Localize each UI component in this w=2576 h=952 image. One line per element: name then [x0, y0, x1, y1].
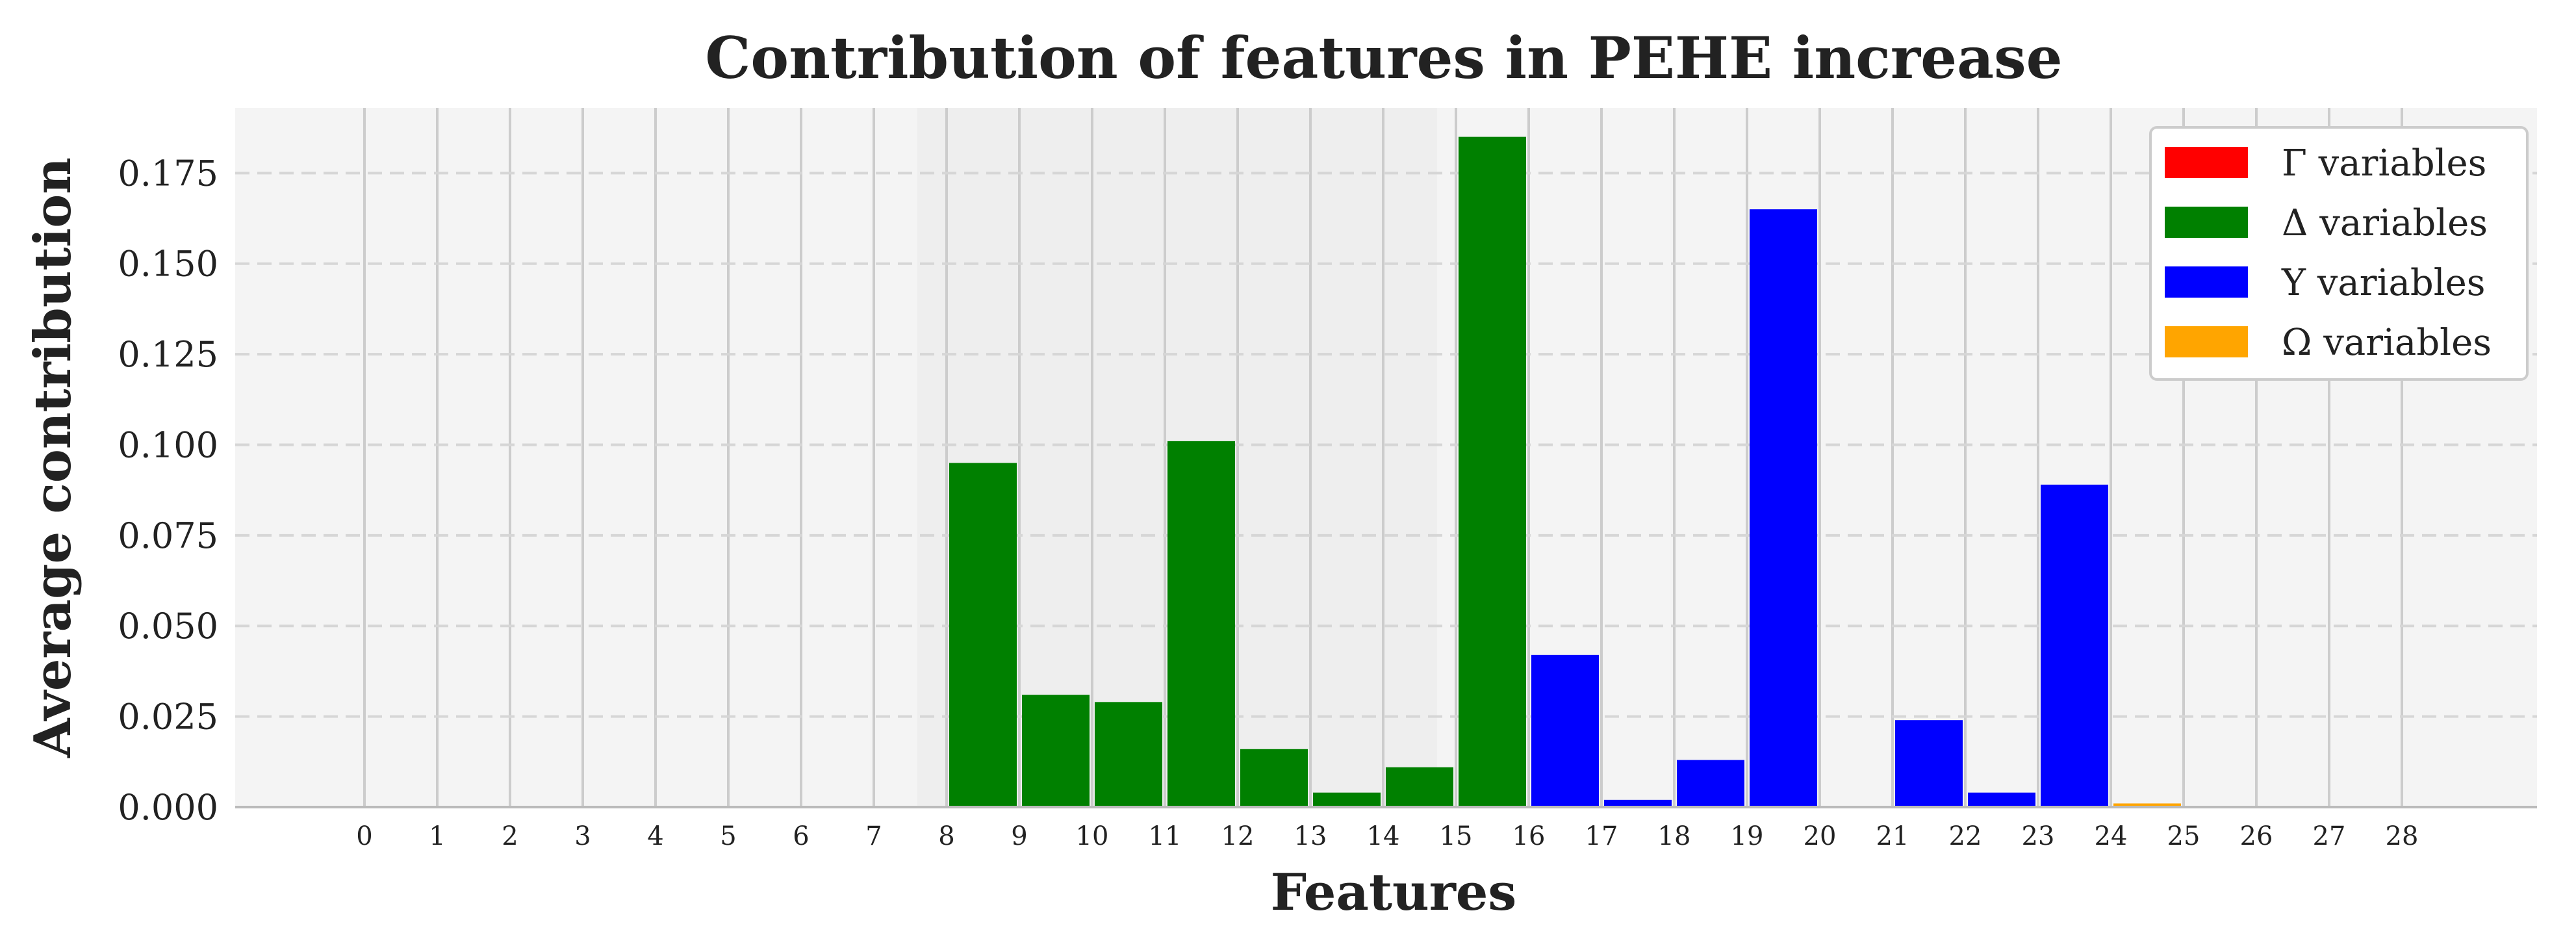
x-tick-label: 17 [1585, 821, 1618, 851]
legend-label-omega: Ω variables [2282, 322, 2492, 364]
bar-12 [1240, 749, 1308, 807]
x-tick-label: 6 [793, 821, 809, 851]
legend-box [2149, 126, 2529, 381]
bar-8 [949, 463, 1017, 807]
y-tick-label: 0.100 [118, 424, 218, 465]
x-tick-label: 12 [1221, 821, 1255, 851]
y-tick-label: 0.075 [118, 515, 218, 556]
gridlines [235, 108, 2537, 807]
bar-18 [1677, 760, 1744, 807]
bar-14 [1386, 767, 1453, 807]
legend-swatch-upsilon [2165, 266, 2248, 298]
x-tick-label: 22 [1949, 821, 1982, 851]
bar-13 [1313, 792, 1381, 807]
bar-16 [1531, 654, 1599, 807]
legend: Γ variables Δ variables Υ variables Ω va… [2149, 126, 2529, 381]
y-tick-label: 0.025 [118, 697, 218, 738]
chart-title: Contribution of features in PEHE increas… [705, 24, 2062, 92]
x-tick-label: 0 [356, 821, 372, 851]
x-tick-label: 19 [1731, 821, 1764, 851]
x-tick-label: 27 [2313, 821, 2346, 851]
y-tick-label: 0.175 [118, 153, 218, 194]
bar-15 [1459, 136, 1526, 807]
bar-17 [1604, 799, 1672, 807]
x-tick-label: 16 [1512, 821, 1546, 851]
x-tick-label: 23 [2022, 821, 2055, 851]
x-tick-label: 26 [2240, 821, 2273, 851]
y-tick-label: 0.125 [118, 334, 218, 375]
x-tick-label: 24 [2095, 821, 2128, 851]
x-tick-label: 20 [1804, 821, 1837, 851]
x-tick-label: 2 [502, 821, 518, 851]
x-tick-label: 14 [1367, 821, 1400, 851]
legend-label-upsilon: Υ variables [2281, 262, 2486, 304]
x-ticks: 0 1 2 3 4 5 6 7 8 9 10 11 12 13 14 15 16 17 18 19 20 21 22 23 24… [356, 821, 2418, 851]
y-ticks: 0.000 0.025 0.050 0.075 0.100 0.125 0.150 0.175 [118, 153, 218, 828]
x-tick-label: 7 [865, 821, 882, 851]
y-tick-label: 0.050 [118, 606, 218, 647]
x-tick-label: 13 [1294, 821, 1327, 851]
bars [949, 136, 2181, 807]
x-tick-label: 10 [1076, 821, 1109, 851]
y-tick-label: 0.000 [118, 787, 218, 828]
x-tick-label: 21 [1876, 821, 1909, 851]
bar-23 [2041, 484, 2108, 807]
x-tick-label: 4 [647, 821, 663, 851]
legend-label-gamma: Γ variables [2282, 142, 2486, 185]
x-tick-label: 9 [1011, 821, 1027, 851]
x-tick-label: 28 [2386, 821, 2419, 851]
bar-19 [1750, 209, 1817, 807]
legend-swatch-delta [2165, 207, 2248, 238]
legend-label-delta: Δ variables [2282, 202, 2488, 244]
x-tick-label: 8 [938, 821, 954, 851]
bar-9 [1022, 695, 1090, 807]
bar-10 [1095, 702, 1162, 807]
bar-21 [1895, 720, 1963, 807]
bar-11 [1167, 441, 1235, 807]
x-tick-label: 25 [2167, 821, 2200, 851]
bar-22 [1968, 792, 2035, 807]
y-tick-label: 0.150 [118, 244, 218, 285]
x-tick-label: 18 [1658, 821, 1691, 851]
x-tick-label: 11 [1149, 821, 1182, 851]
x-tick-label: 5 [720, 821, 736, 851]
x-tick-label: 1 [429, 821, 445, 851]
bar-24 [2113, 803, 2181, 807]
x-axis-label: Features [1271, 863, 1517, 922]
legend-swatch-omega [2165, 326, 2248, 357]
x-tick-label: 15 [1440, 821, 1473, 851]
x-tick-label: 3 [574, 821, 591, 851]
legend-swatch-gamma [2165, 147, 2248, 178]
y-axis-label: Average contribution [23, 157, 83, 758]
